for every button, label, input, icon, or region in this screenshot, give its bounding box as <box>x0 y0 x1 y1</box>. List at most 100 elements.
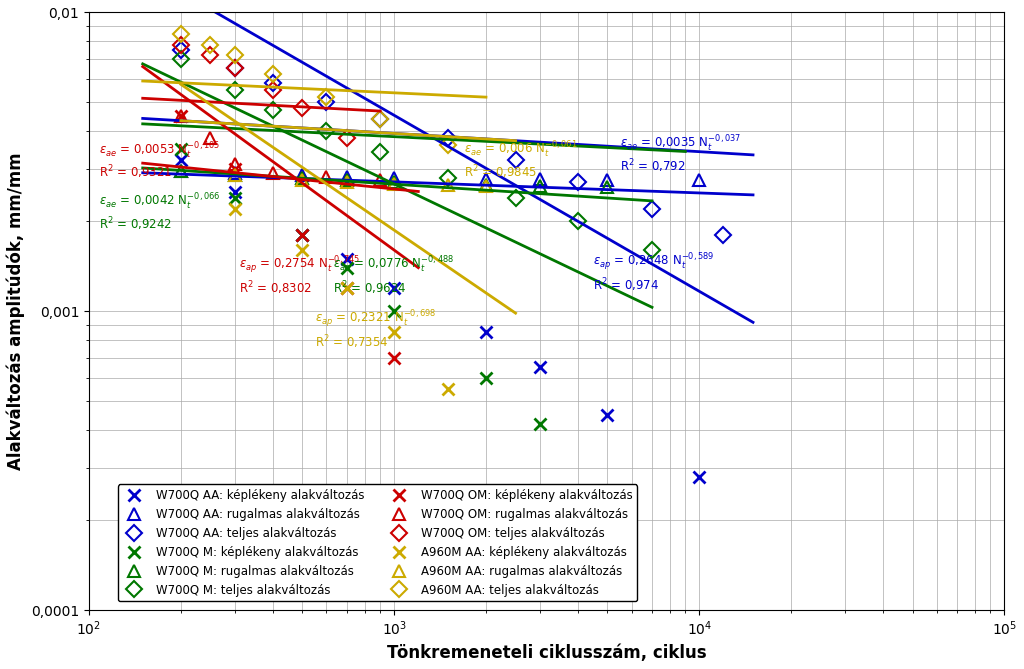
A960M AA: teljes alakváltozás: (250, 0.0078): teljes alakváltozás: (250, 0.0078) <box>204 41 216 49</box>
W700Q M: rugalmas alakváltozás: (3e+03, 0.00263): rugalmas alakváltozás: (3e+03, 0.00263) <box>534 182 546 190</box>
Text: R$^2$ = 0,7354: R$^2$ = 0,7354 <box>315 333 388 351</box>
W700Q AA: képlékeny alakváltozás: (1e+04, 0.00028): képlékeny alakváltozás: (1e+04, 0.00028) <box>693 472 706 480</box>
Line: W700Q AA: rugalmas alakváltozás: W700Q AA: rugalmas alakváltozás <box>174 165 706 186</box>
W700Q M: teljes alakváltozás: (1.5e+03, 0.0028): teljes alakváltozás: (1.5e+03, 0.0028) <box>441 174 454 182</box>
A960M AA: rugalmas alakváltozás: (700, 0.0027): rugalmas alakváltozás: (700, 0.0027) <box>341 179 353 187</box>
Text: R$^2$ = 0,9242: R$^2$ = 0,9242 <box>99 215 172 233</box>
Line: W700Q M: rugalmas alakváltozás: W700Q M: rugalmas alakváltozás <box>174 165 613 193</box>
W700Q AA: képlékeny alakváltozás: (5e+03, 0.00045): képlékeny alakváltozás: (5e+03, 0.00045) <box>601 411 613 419</box>
W700Q OM: teljes alakváltozás: (400, 0.0055): teljes alakváltozás: (400, 0.0055) <box>266 86 279 94</box>
W700Q OM: rugalmas alakváltozás: (600, 0.00282): rugalmas alakváltozás: (600, 0.00282) <box>321 173 333 181</box>
W700Q M: teljes alakváltozás: (2.5e+03, 0.0024): teljes alakváltozás: (2.5e+03, 0.0024) <box>509 193 521 201</box>
W700Q AA: teljes alakváltozás: (7e+03, 0.0022): teljes alakváltozás: (7e+03, 0.0022) <box>646 205 658 213</box>
W700Q M: rugalmas alakváltozás: (200, 0.00295): rugalmas alakváltozás: (200, 0.00295) <box>175 167 187 175</box>
W700Q OM: teljes alakváltozás: (300, 0.0065): teljes alakváltozás: (300, 0.0065) <box>228 64 241 72</box>
W700Q M: képlékeny alakváltozás: (300, 0.0024): képlékeny alakváltozás: (300, 0.0024) <box>228 193 241 201</box>
W700Q AA: képlékeny alakváltozás: (3e+03, 0.00065): képlékeny alakváltozás: (3e+03, 0.00065) <box>534 363 546 371</box>
W700Q M: rugalmas alakváltozás: (300, 0.00285): rugalmas alakváltozás: (300, 0.00285) <box>228 171 241 179</box>
W700Q AA: teljes alakváltozás: (2.5e+03, 0.0032): teljes alakváltozás: (2.5e+03, 0.0032) <box>509 157 521 165</box>
W700Q OM: teljes alakváltozás: (200, 0.0078): teljes alakváltozás: (200, 0.0078) <box>175 41 187 49</box>
W700Q OM: rugalmas alakváltozás: (300, 0.0031): rugalmas alakváltozás: (300, 0.0031) <box>228 161 241 169</box>
Text: $\varepsilon_{ap}$ = 0,2648 N$_t^{-0,589}$: $\varepsilon_{ap}$ = 0,2648 N$_t^{-0,589… <box>594 252 715 272</box>
Text: R$^2$ = 0,9624: R$^2$ = 0,9624 <box>333 279 407 296</box>
W700Q AA: rugalmas alakváltozás: (700, 0.00282): rugalmas alakváltozás: (700, 0.00282) <box>341 173 353 181</box>
A960M AA: képlékeny alakváltozás: (300, 0.0022): képlékeny alakváltozás: (300, 0.0022) <box>228 205 241 213</box>
W700Q AA: rugalmas alakváltozás: (1e+04, 0.00275): rugalmas alakváltozás: (1e+04, 0.00275) <box>693 176 706 184</box>
Text: R$^2$ = 0,8302: R$^2$ = 0,8302 <box>239 279 312 296</box>
W700Q M: rugalmas alakváltozás: (500, 0.0028): rugalmas alakváltozás: (500, 0.0028) <box>296 174 308 182</box>
W700Q M: képlékeny alakváltozás: (700, 0.0014): képlékeny alakváltozás: (700, 0.0014) <box>341 264 353 272</box>
A960M AA: rugalmas alakváltozás: (300, 0.00285): rugalmas alakváltozás: (300, 0.00285) <box>228 171 241 179</box>
Line: A960M AA: rugalmas alakváltozás: A960M AA: rugalmas alakváltozás <box>228 169 493 193</box>
A960M AA: teljes alakváltozás: (1.5e+03, 0.0036): teljes alakváltozás: (1.5e+03, 0.0036) <box>441 141 454 149</box>
A960M AA: rugalmas alakváltozás: (2e+03, 0.00262): rugalmas alakváltozás: (2e+03, 0.00262) <box>480 182 493 190</box>
W700Q AA: rugalmas alakváltozás: (3e+03, 0.00277): rugalmas alakváltozás: (3e+03, 0.00277) <box>534 175 546 183</box>
W700Q M: képlékeny alakváltozás: (500, 0.0018): képlékeny alakváltozás: (500, 0.0018) <box>296 231 308 239</box>
A960M AA: teljes alakváltozás: (300, 0.0072): teljes alakváltozás: (300, 0.0072) <box>228 51 241 59</box>
W700Q AA: teljes alakváltozás: (900, 0.0044): teljes alakváltozás: (900, 0.0044) <box>374 115 386 123</box>
W700Q AA: rugalmas alakváltozás: (200, 0.00295): rugalmas alakváltozás: (200, 0.00295) <box>175 167 187 175</box>
W700Q OM: rugalmas alakváltozás: (400, 0.0029): rugalmas alakváltozás: (400, 0.0029) <box>266 169 279 177</box>
W700Q AA: rugalmas alakváltozás: (5e+03, 0.00276): rugalmas alakváltozás: (5e+03, 0.00276) <box>601 175 613 183</box>
Line: W700Q AA: képlékeny alakváltozás: W700Q AA: képlékeny alakváltozás <box>174 154 706 483</box>
W700Q AA: képlékeny alakváltozás: (200, 0.0032): képlékeny alakváltozás: (200, 0.0032) <box>175 157 187 165</box>
W700Q AA: képlékeny alakváltozás: (300, 0.0025): képlékeny alakváltozás: (300, 0.0025) <box>228 189 241 197</box>
W700Q AA: teljes alakváltozás: (400, 0.0058): teljes alakváltozás: (400, 0.0058) <box>266 79 279 87</box>
W700Q AA: teljes alakváltozás: (4e+03, 0.0027): teljes alakváltozás: (4e+03, 0.0027) <box>571 179 584 187</box>
W700Q AA: teljes alakváltozás: (200, 0.0075): teljes alakváltozás: (200, 0.0075) <box>175 45 187 54</box>
A960M AA: teljes alakváltozás: (200, 0.0085): teljes alakváltozás: (200, 0.0085) <box>175 29 187 37</box>
W700Q OM: teljes alakváltozás: (700, 0.0038): teljes alakváltozás: (700, 0.0038) <box>341 134 353 142</box>
Line: W700Q OM: teljes alakváltozás: W700Q OM: teljes alakváltozás <box>175 39 352 144</box>
A960M AA: teljes alakváltozás: (900, 0.0044): teljes alakváltozás: (900, 0.0044) <box>374 115 386 123</box>
W700Q M: teljes alakváltozás: (300, 0.0055): teljes alakváltozás: (300, 0.0055) <box>228 86 241 94</box>
W700Q AA: rugalmas alakváltozás: (2e+03, 0.00278): rugalmas alakváltozás: (2e+03, 0.00278) <box>480 175 493 183</box>
W700Q OM: képlékeny alakváltozás: (1e+03, 0.0007): képlékeny alakváltozás: (1e+03, 0.0007) <box>388 354 400 362</box>
W700Q M: teljes alakváltozás: (900, 0.0034): teljes alakváltozás: (900, 0.0034) <box>374 149 386 157</box>
W700Q M: rugalmas alakváltozás: (1e+03, 0.0027): rugalmas alakváltozás: (1e+03, 0.0027) <box>388 179 400 187</box>
W700Q OM: képlékeny alakváltozás: (300, 0.003): képlékeny alakváltozás: (300, 0.003) <box>228 165 241 173</box>
Text: $\varepsilon_{ap}$ = 0,2754 N$_t^{-0,745}$: $\varepsilon_{ap}$ = 0,2754 N$_t^{-0,745… <box>239 255 360 275</box>
Line: W700Q AA: teljes alakváltozás: W700Q AA: teljes alakváltozás <box>175 44 729 241</box>
W700Q OM: képlékeny alakváltozás: (700, 0.0012): képlékeny alakváltozás: (700, 0.0012) <box>341 284 353 292</box>
W700Q AA: teljes alakváltozás: (1.5e+03, 0.0038): teljes alakváltozás: (1.5e+03, 0.0038) <box>441 134 454 142</box>
Line: W700Q M: képlékeny alakváltozás: W700Q M: képlékeny alakváltozás <box>174 142 613 498</box>
Text: $\varepsilon_{ae}$ = 0,0042 N$_t^{-0,066}$: $\varepsilon_{ae}$ = 0,0042 N$_t^{-0,066… <box>99 192 220 212</box>
W700Q M: képlékeny alakváltozás: (3e+03, 0.00042): képlékeny alakváltozás: (3e+03, 0.00042) <box>534 420 546 428</box>
Text: $\varepsilon_{ae}$ = 0,0035 N$_t^{-0,037}$: $\varepsilon_{ae}$ = 0,0035 N$_t^{-0,037… <box>621 134 741 155</box>
W700Q OM: teljes alakváltozás: (250, 0.0072): teljes alakváltozás: (250, 0.0072) <box>204 51 216 59</box>
W700Q AA: rugalmas alakváltozás: (300, 0.0029): rugalmas alakváltozás: (300, 0.0029) <box>228 169 241 177</box>
Text: $\varepsilon_{ap}$ = 0,0776 N$_t^{-0,488}$: $\varepsilon_{ap}$ = 0,0776 N$_t^{-0,488… <box>333 255 454 275</box>
W700Q AA: képlékeny alakváltozás: (500, 0.0018): képlékeny alakváltozás: (500, 0.0018) <box>296 231 308 239</box>
W700Q M: képlékeny alakváltozás: (2e+03, 0.0006): képlékeny alakváltozás: (2e+03, 0.0006) <box>480 373 493 381</box>
W700Q OM: képlékeny alakváltozás: (500, 0.0018): képlékeny alakváltozás: (500, 0.0018) <box>296 231 308 239</box>
W700Q AA: teljes alakváltozás: (600, 0.005): teljes alakváltozás: (600, 0.005) <box>321 98 333 106</box>
Line: A960M AA: képlékeny alakváltozás: A960M AA: képlékeny alakváltozás <box>228 203 454 395</box>
A960M AA: képlékeny alakváltozás: (700, 0.0012): képlékeny alakváltozás: (700, 0.0012) <box>341 284 353 292</box>
W700Q AA: rugalmas alakváltozás: (1e+03, 0.0028): rugalmas alakváltozás: (1e+03, 0.0028) <box>388 174 400 182</box>
W700Q M: teljes alakváltozás: (4e+03, 0.002): teljes alakváltozás: (4e+03, 0.002) <box>571 217 584 225</box>
W700Q M: teljes alakváltozás: (600, 0.004): teljes alakváltozás: (600, 0.004) <box>321 127 333 135</box>
W700Q AA: rugalmas alakváltozás: (500, 0.00285): rugalmas alakváltozás: (500, 0.00285) <box>296 171 308 179</box>
W700Q M: teljes alakváltozás: (400, 0.0047): teljes alakváltozás: (400, 0.0047) <box>266 106 279 114</box>
A960M AA: képlékeny alakváltozás: (500, 0.0016): képlékeny alakváltozás: (500, 0.0016) <box>296 246 308 254</box>
Text: $\varepsilon_{ae}$ = 0,006 N$_t^{-0,061}$: $\varepsilon_{ae}$ = 0,006 N$_t^{-0,061}… <box>465 140 579 161</box>
W700Q M: képlékeny alakváltozás: (200, 0.0035): képlékeny alakváltozás: (200, 0.0035) <box>175 145 187 153</box>
W700Q M: rugalmas alakváltozás: (700, 0.00275): rugalmas alakváltozás: (700, 0.00275) <box>341 176 353 184</box>
Line: W700Q OM: képlékeny alakváltozás: W700Q OM: képlékeny alakváltozás <box>174 110 400 364</box>
Line: A960M AA: teljes alakváltozás: A960M AA: teljes alakváltozás <box>175 28 454 151</box>
Line: W700Q M: teljes alakváltozás: W700Q M: teljes alakváltozás <box>175 53 657 256</box>
A960M AA: képlékeny alakváltozás: (1e+03, 0.00085): képlékeny alakváltozás: (1e+03, 0.00085) <box>388 328 400 337</box>
Text: R$^2$ = 0,9845: R$^2$ = 0,9845 <box>465 164 538 181</box>
Text: $\varepsilon_{ae}$ = 0,0053 N$_t^{-0,105}$: $\varepsilon_{ae}$ = 0,0053 N$_t^{-0,105… <box>99 141 220 161</box>
W700Q M: képlékeny alakváltozás: (5e+03, 0.00025): képlékeny alakváltozás: (5e+03, 0.00025) <box>601 487 613 495</box>
W700Q AA: teljes alakváltozás: (1.2e+04, 0.0018): teljes alakváltozás: (1.2e+04, 0.0018) <box>717 231 729 239</box>
X-axis label: Tönkremeneteli ciklusszám, ciklus: Tönkremeneteli ciklusszám, ciklus <box>387 644 707 662</box>
W700Q OM: képlékeny alakváltozás: (200, 0.0045): képlékeny alakváltozás: (200, 0.0045) <box>175 112 187 120</box>
Text: R$^2$ = 0,974: R$^2$ = 0,974 <box>594 277 659 294</box>
A960M AA: rugalmas alakváltozás: (1.5e+03, 0.00264): rugalmas alakváltozás: (1.5e+03, 0.00264… <box>441 181 454 189</box>
W700Q M: teljes alakváltozás: (200, 0.007): teljes alakváltozás: (200, 0.007) <box>175 55 187 63</box>
W700Q OM: rugalmas alakváltozás: (250, 0.0038): rugalmas alakváltozás: (250, 0.0038) <box>204 134 216 142</box>
Text: R$^2$ = 0,792: R$^2$ = 0,792 <box>621 158 685 175</box>
W700Q M: képlékeny alakváltozás: (1e+03, 0.001): képlékeny alakváltozás: (1e+03, 0.001) <box>388 307 400 315</box>
W700Q AA: képlékeny alakváltozás: (2e+03, 0.00085): képlékeny alakváltozás: (2e+03, 0.00085) <box>480 328 493 337</box>
